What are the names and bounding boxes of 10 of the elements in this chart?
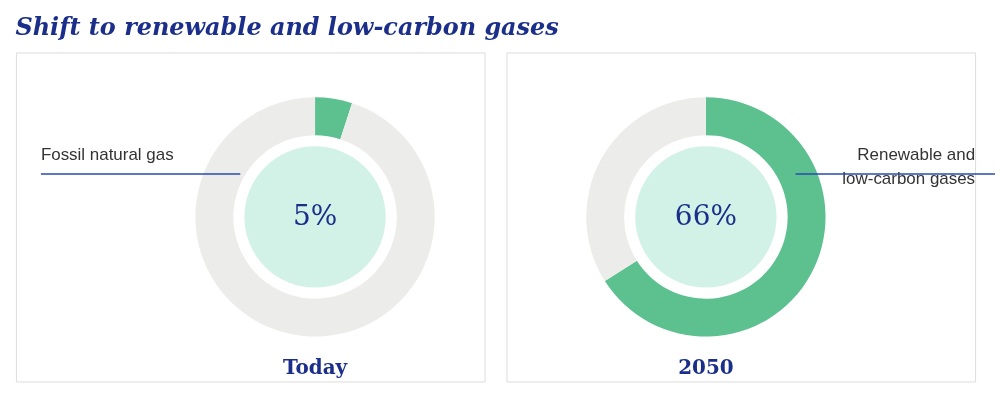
slice-label: Fossil natural gas: [40, 145, 174, 165]
chart-title: Shift to renewable and low-carbon gases: [15, 12, 559, 41]
slice-label: Renewable and low-carbon gases: [842, 145, 976, 189]
text: Today: [282, 355, 349, 380]
data-label: 66%: [674, 198, 737, 232]
data-label: 5%: [292, 198, 338, 232]
donut-slice: [195, 97, 435, 337]
donut-slice: [315, 97, 353, 140]
donut-slice: [604, 97, 826, 337]
text: 2050: [678, 355, 734, 380]
